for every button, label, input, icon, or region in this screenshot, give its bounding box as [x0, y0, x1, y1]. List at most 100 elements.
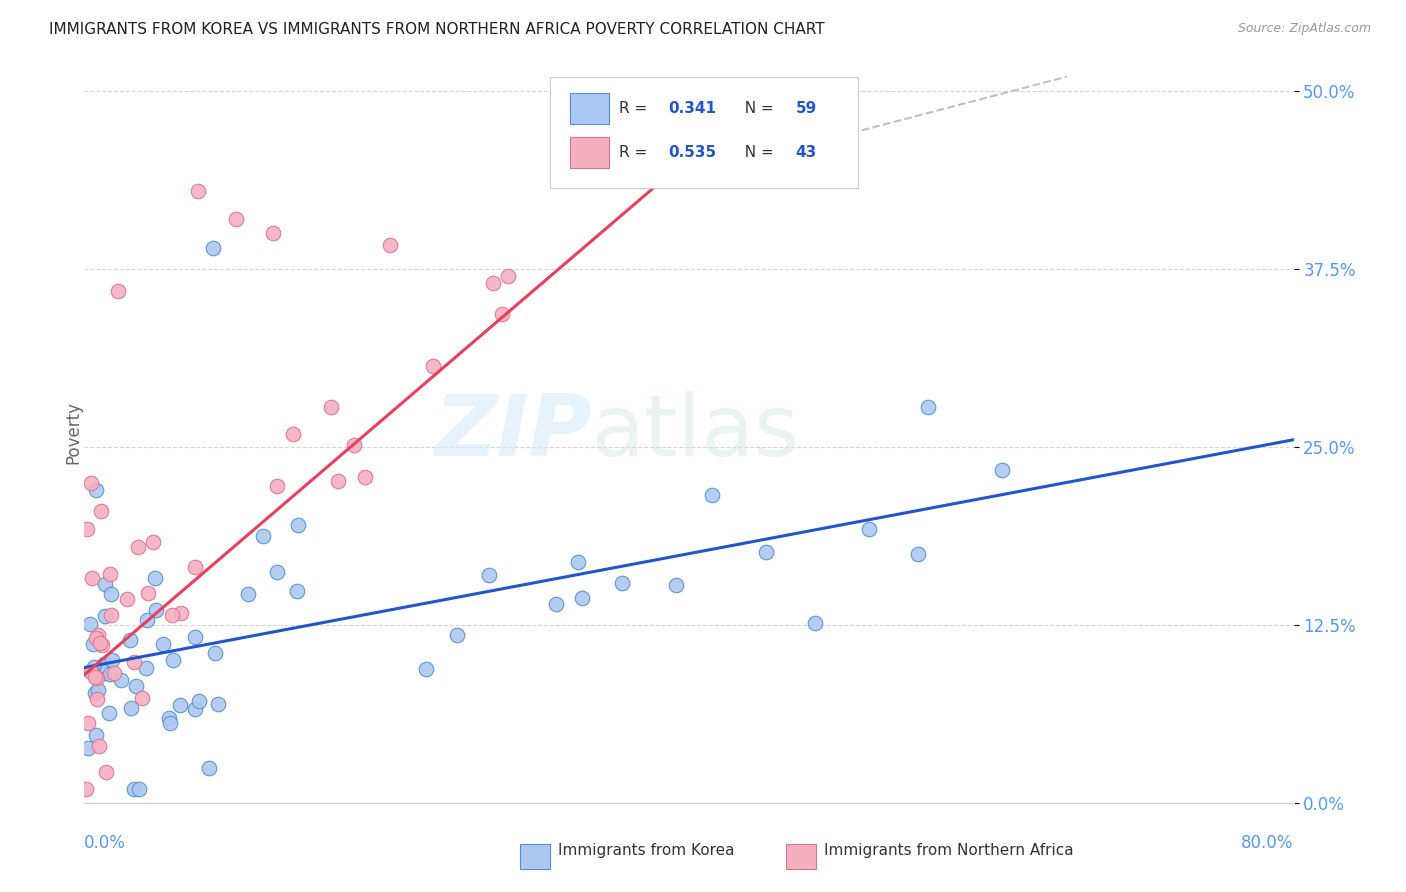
FancyBboxPatch shape: [786, 844, 815, 870]
Point: [422, 359, 444, 374]
Text: Immigrants from Northern Africa: Immigrants from Northern Africa: [824, 844, 1074, 858]
FancyBboxPatch shape: [571, 93, 609, 124]
Point: [700, 488, 723, 502]
Point: [225, 212, 247, 227]
Point: [83, 659, 105, 673]
Point: [127, 540, 149, 554]
Point: [152, 637, 174, 651]
Text: ZIP: ZIP: [434, 391, 592, 475]
Point: [143, 570, 166, 584]
Text: R =: R =: [619, 101, 652, 116]
Text: N =: N =: [735, 145, 779, 161]
FancyBboxPatch shape: [571, 137, 609, 169]
Point: [91, 638, 114, 652]
Point: [326, 474, 349, 488]
Point: [157, 711, 180, 725]
Point: [236, 587, 259, 601]
Point: [142, 535, 165, 549]
Point: [415, 662, 437, 676]
Point: [84, 631, 107, 645]
Point: [343, 438, 366, 452]
Point: [84, 670, 107, 684]
Point: [990, 463, 1012, 477]
Point: [544, 597, 567, 611]
FancyBboxPatch shape: [520, 844, 550, 870]
Point: [183, 702, 205, 716]
Text: N =: N =: [735, 101, 779, 116]
Point: [80, 665, 103, 679]
Point: [94, 764, 117, 779]
Point: [159, 716, 181, 731]
Point: [145, 603, 167, 617]
Point: [76, 715, 98, 730]
Point: [89, 636, 111, 650]
Point: [136, 613, 159, 627]
Point: [77, 741, 100, 756]
Point: [87, 682, 110, 697]
Point: [125, 679, 148, 693]
Point: [100, 587, 122, 601]
Point: [79, 616, 101, 631]
Point: [378, 238, 401, 252]
Point: [87, 628, 110, 642]
Point: [94, 665, 117, 680]
Point: [201, 240, 224, 255]
Text: Source: ZipAtlas.com: Source: ZipAtlas.com: [1237, 22, 1371, 36]
Point: [482, 276, 505, 290]
Point: [446, 628, 468, 642]
Text: Immigrants from Korea: Immigrants from Korea: [558, 844, 735, 858]
Point: [184, 631, 207, 645]
Text: 43: 43: [796, 145, 817, 161]
Point: [93, 657, 115, 671]
Point: [120, 700, 142, 714]
Point: [266, 479, 288, 493]
Point: [75, 781, 97, 796]
Point: [100, 607, 122, 622]
Point: [283, 426, 305, 441]
Point: [321, 400, 343, 414]
Point: [110, 673, 132, 687]
Point: [96, 663, 118, 677]
Point: [187, 184, 209, 198]
Point: [665, 578, 688, 592]
Point: [353, 469, 375, 483]
Point: [86, 671, 108, 685]
Point: [118, 633, 141, 648]
Point: [204, 646, 226, 660]
Point: [266, 565, 288, 579]
Point: [135, 661, 157, 675]
Point: [160, 608, 183, 623]
Point: [496, 268, 519, 283]
Point: [169, 698, 191, 712]
Point: [262, 227, 284, 241]
Point: [107, 284, 129, 298]
Point: [287, 518, 309, 533]
Point: [82, 637, 104, 651]
Text: 0.341: 0.341: [668, 101, 717, 116]
Point: [162, 652, 184, 666]
Point: [86, 691, 108, 706]
Text: R =: R =: [619, 145, 652, 161]
Point: [76, 523, 98, 537]
Y-axis label: Poverty: Poverty: [65, 401, 82, 464]
Text: IMMIGRANTS FROM KOREA VS IMMIGRANTS FROM NORTHERN AFRICA POVERTY CORRELATION CHA: IMMIGRANTS FROM KOREA VS IMMIGRANTS FROM…: [49, 22, 825, 37]
Point: [128, 781, 150, 796]
Point: [80, 571, 103, 585]
Point: [571, 591, 593, 606]
Point: [567, 555, 589, 569]
Point: [183, 559, 205, 574]
Point: [84, 483, 107, 497]
Point: [122, 655, 145, 669]
Point: [755, 545, 778, 559]
Point: [858, 522, 880, 536]
Point: [98, 706, 121, 720]
Point: [907, 548, 929, 562]
Text: atlas: atlas: [592, 391, 800, 475]
Point: [803, 615, 825, 630]
Point: [117, 592, 139, 607]
Point: [103, 665, 125, 680]
Point: [917, 400, 939, 414]
Point: [610, 575, 633, 590]
Point: [207, 697, 229, 711]
Point: [90, 504, 112, 518]
